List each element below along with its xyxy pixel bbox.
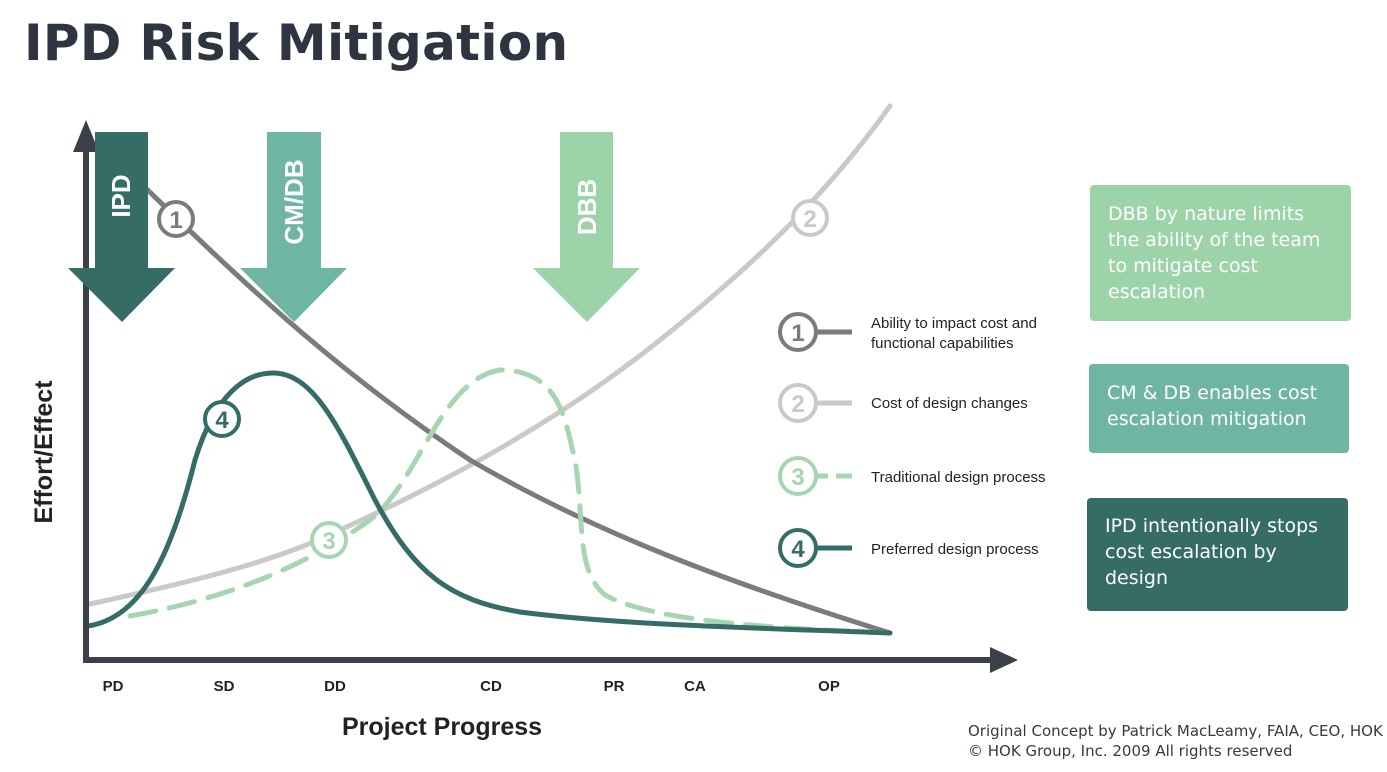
curve-2-marker: 2 xyxy=(791,199,829,237)
curve-1-ability-to-impact-cost xyxy=(122,165,893,636)
phase-label-dd: DD xyxy=(324,678,346,695)
credit-line-2: © HOK Group, Inc. 2009 All rights reserv… xyxy=(968,742,1293,760)
phase-label-sd: SD xyxy=(214,678,235,695)
dbb-arrow-label: DBB xyxy=(572,179,602,235)
curve-4-preferred-design-process xyxy=(85,370,893,636)
phase-label-op: OP xyxy=(818,678,840,695)
legend-item-3: 3 Traditional design process xyxy=(778,456,1046,496)
legend-item-1-label-line2: functional capabilities xyxy=(871,335,1014,352)
svg-text:3: 3 xyxy=(791,464,804,491)
svg-text:4: 4 xyxy=(215,407,229,434)
legend-item-2-label: Cost of design changes xyxy=(871,395,1028,412)
dbb-arrow: DBB xyxy=(533,132,640,322)
phase-label-cd: CD xyxy=(480,678,502,695)
svg-text:2: 2 xyxy=(791,391,804,418)
dbb-info-box: DBB by nature limits the ability of the … xyxy=(1090,185,1351,321)
cmdb-arrow-label: CM/DB xyxy=(279,159,309,244)
phase-label-pr: PR xyxy=(604,678,625,695)
svg-text:4: 4 xyxy=(791,536,805,563)
legend-item-1: 1 Ability to impact cost and functional … xyxy=(778,312,1037,352)
curve-2-cost-of-design-changes xyxy=(87,103,893,607)
legend-item-3-label: Traditional design process xyxy=(871,469,1046,486)
ipd-arrow-label: IPD xyxy=(106,174,136,217)
ipd-info-box: IPD intentionally stops cost escalation … xyxy=(1087,498,1348,611)
legend-item-4: 4 Preferred design process xyxy=(778,528,1039,568)
x-axis-title: Project Progress xyxy=(342,713,542,741)
svg-text:3: 3 xyxy=(322,528,335,555)
curve-3-marker: 3 xyxy=(310,521,348,559)
svg-text:2: 2 xyxy=(803,206,816,233)
ipd-arrow: IPD xyxy=(68,132,175,322)
phase-labels: PD SD DD CD PR CA OP xyxy=(103,678,840,695)
page-title: IPD Risk Mitigation xyxy=(24,14,569,72)
legend-item-2: 2 Cost of design changes xyxy=(778,383,1028,423)
phase-label-ca: CA xyxy=(684,678,706,695)
curve-4-marker: 4 xyxy=(203,400,241,438)
x-axis-arrowhead-icon xyxy=(990,647,1018,673)
curve-1-marker: 1 xyxy=(157,200,195,238)
svg-text:1: 1 xyxy=(169,207,182,234)
legend: 1 Ability to impact cost and functional … xyxy=(778,312,1046,568)
phase-label-pd: PD xyxy=(103,678,124,695)
y-axis-arrowhead-icon xyxy=(73,120,99,152)
credit-line-1: Original Concept by Patrick MacLeamy, FA… xyxy=(968,722,1383,740)
cmdb-arrow: CM/DB xyxy=(240,132,347,322)
legend-item-1-label-line1: Ability to impact cost and xyxy=(871,315,1037,332)
svg-text:1: 1 xyxy=(791,320,804,347)
cmdb-info-box: CM & DB enables cost escalation mitigati… xyxy=(1089,364,1349,453)
y-axis-title: Effort/Effect xyxy=(30,380,58,524)
legend-item-4-label: Preferred design process xyxy=(871,541,1039,558)
